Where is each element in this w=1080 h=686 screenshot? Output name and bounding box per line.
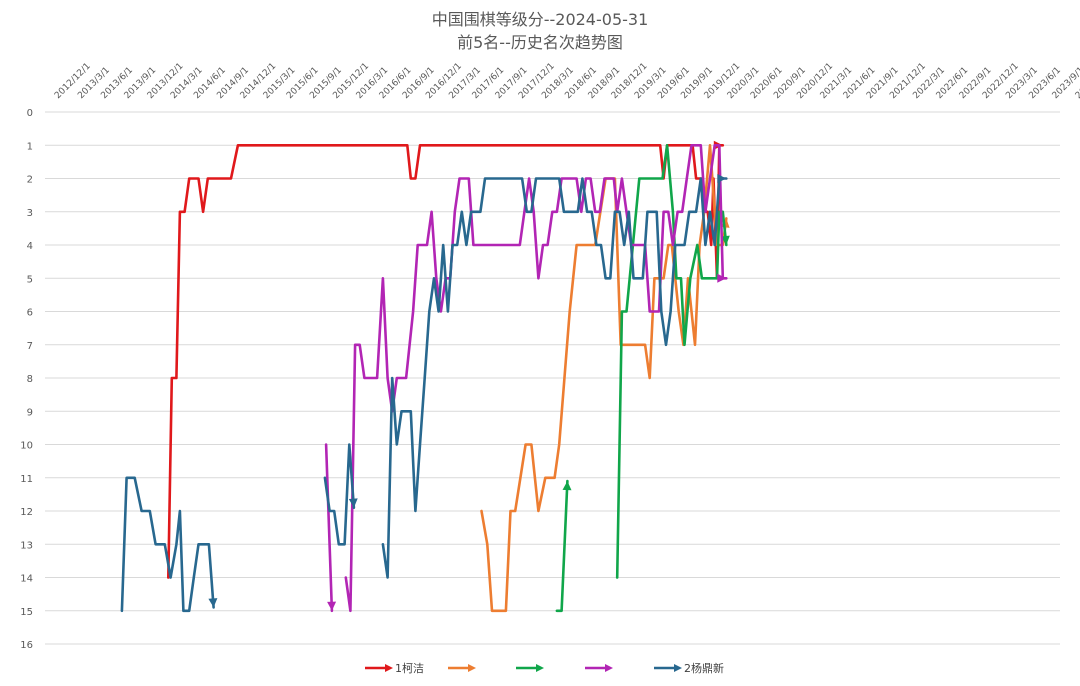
y-tick-label: 8 — [27, 374, 33, 385]
y-tick-label: 12 — [20, 507, 33, 518]
series-line — [323, 443, 356, 546]
series-line — [344, 144, 728, 613]
legend-arrow — [605, 664, 613, 672]
y-tick-label: 5 — [27, 274, 33, 285]
legend-item: 1柯洁 — [365, 662, 424, 675]
y-tick-label: 11 — [20, 474, 33, 485]
y-tick-label: 16 — [20, 640, 33, 651]
series-5 — [120, 174, 728, 613]
series-line — [120, 476, 215, 613]
series-line — [615, 144, 728, 579]
gridlines — [45, 111, 1060, 645]
legend-item: 2杨鼎新 — [654, 661, 724, 675]
legend-item — [448, 664, 476, 672]
y-tick-label: 3 — [27, 208, 33, 219]
chart-subtitle: 前5名--历史名次趋势图 — [457, 33, 623, 52]
y-tick-label: 4 — [27, 241, 33, 252]
legend-arrow — [536, 664, 544, 672]
legend-label: 2杨鼎新 — [684, 661, 724, 675]
series-3 — [555, 144, 730, 613]
legend-arrow — [385, 664, 393, 672]
y-tick-label: 6 — [27, 308, 33, 319]
series-arrowhead — [327, 601, 337, 611]
legend-arrow — [468, 664, 476, 672]
series-line — [555, 479, 569, 613]
y-tick-label: 9 — [27, 407, 33, 418]
y-tick-label: 10 — [20, 441, 33, 452]
legend-label: 1柯洁 — [395, 662, 424, 675]
legend-arrow — [674, 664, 682, 672]
y-tick-label: 13 — [20, 540, 33, 551]
series-line — [324, 443, 334, 613]
series-line — [381, 177, 728, 579]
legend-item — [585, 664, 613, 672]
series-arrowhead — [717, 273, 727, 283]
series-arrowhead — [562, 481, 572, 491]
series-arrowhead — [720, 235, 730, 245]
legend: 1柯洁 2杨鼎新 — [365, 661, 724, 675]
series-arrowhead — [717, 174, 727, 183]
y-tick-label: 0 — [27, 108, 33, 119]
y-tick-label: 2 — [27, 175, 33, 186]
series-lines — [120, 140, 730, 613]
y-tick-label: 1 — [27, 141, 33, 152]
y-tick-label: 7 — [27, 341, 33, 352]
chart-title: 中国围棋等级分--2024-05-31 — [432, 10, 649, 29]
series-line — [167, 144, 725, 579]
series-arrowhead — [208, 598, 218, 608]
y-tick-label: 15 — [20, 607, 33, 618]
y-tick-label: 14 — [20, 574, 33, 585]
legend-item — [516, 664, 544, 672]
series-4 — [324, 144, 728, 613]
series-arrowhead — [348, 498, 358, 508]
